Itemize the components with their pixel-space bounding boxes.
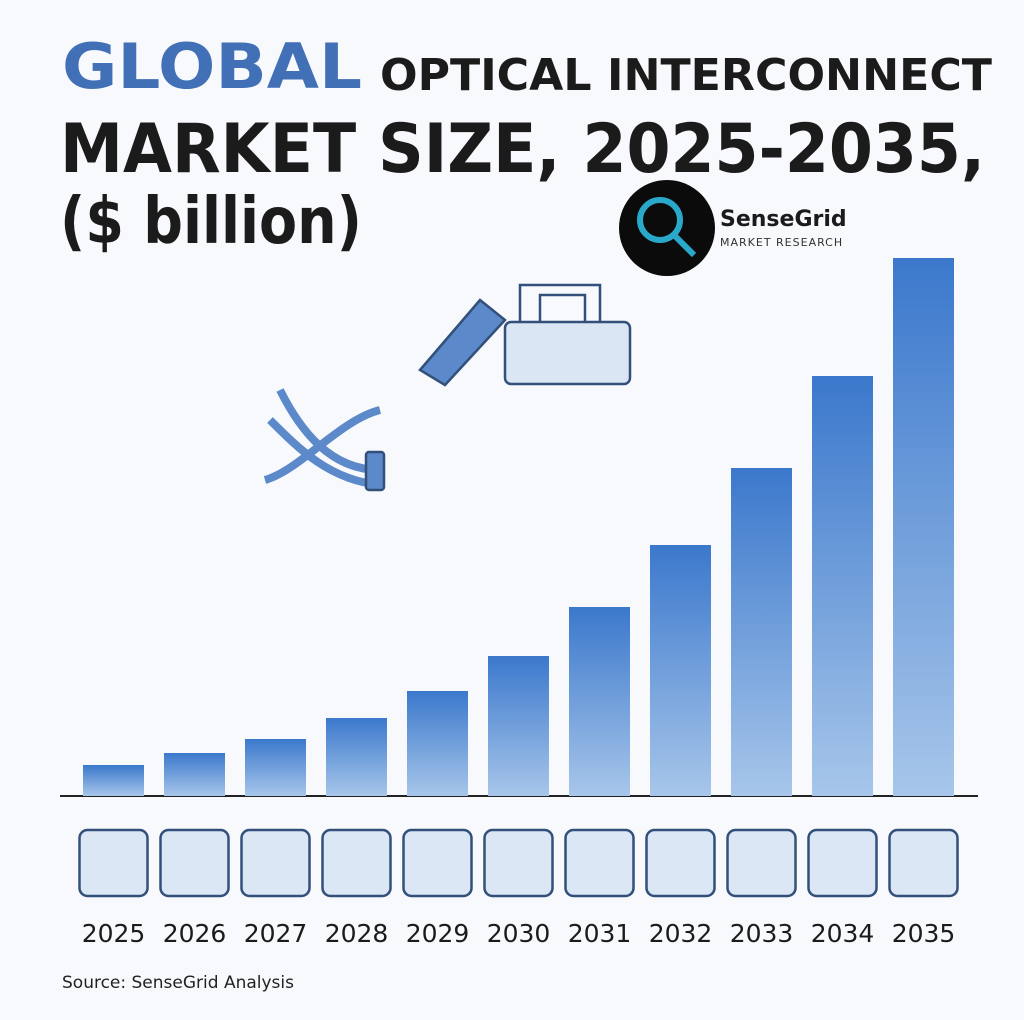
logo-handle <box>672 233 697 258</box>
bar <box>569 607 630 796</box>
logo-badge <box>619 180 715 276</box>
x-tick-label: 2034 <box>811 919 875 948</box>
logo-name: SenseGrid <box>720 207 847 232</box>
title-unit: ($ billion) <box>60 185 362 259</box>
category-icon <box>483 828 554 898</box>
decor-icons <box>263 283 632 492</box>
x-tick-label: 2033 <box>730 919 794 948</box>
bar <box>650 545 711 796</box>
switch-icon <box>503 320 632 386</box>
bar <box>893 258 954 796</box>
x-tick-label: 2031 <box>568 919 632 948</box>
source: Source: SenseGrid Analysis <box>62 973 294 993</box>
bar <box>407 691 468 796</box>
category-icon <box>564 828 635 898</box>
x-tick-label: 2035 <box>892 919 956 948</box>
bar <box>164 753 225 796</box>
bar <box>83 765 144 796</box>
bar <box>488 656 549 796</box>
cable-icon <box>418 298 507 387</box>
category-icon <box>807 828 878 898</box>
title-market: MARKET SIZE, 2025-2035, <box>60 110 985 189</box>
x-tick-label: 2029 <box>406 919 470 948</box>
bar <box>812 376 873 796</box>
category-icon <box>888 828 959 898</box>
title-optical: OPTICAL INTERCONNECT <box>380 50 992 101</box>
x-tick-label: 2032 <box>649 919 713 948</box>
category-icon <box>159 828 230 898</box>
category-icon <box>402 828 473 898</box>
fiber-icon <box>263 388 382 489</box>
x-tick-label: 2027 <box>244 919 308 948</box>
bar <box>731 468 792 796</box>
x-tick-label: 2026 <box>163 919 227 948</box>
x-tick-label: 2025 <box>82 919 146 948</box>
category-icon <box>321 828 392 898</box>
category-icon <box>645 828 716 898</box>
connector-icon <box>364 450 386 492</box>
title-global: GLOBAL <box>62 30 362 103</box>
wires-icon <box>518 283 602 322</box>
logo: SenseGrid MARKET RESEARCH <box>619 180 847 276</box>
category-icon <box>240 828 311 898</box>
logo-gear <box>637 197 683 243</box>
x-tick-label: 2028 <box>325 919 389 948</box>
logo-tagline: MARKET RESEARCH <box>720 236 843 249</box>
x-tick-label: 2030 <box>487 919 551 948</box>
bar <box>326 718 387 796</box>
category-icon <box>78 828 149 898</box>
bar <box>245 739 306 796</box>
category-icon <box>726 828 797 898</box>
